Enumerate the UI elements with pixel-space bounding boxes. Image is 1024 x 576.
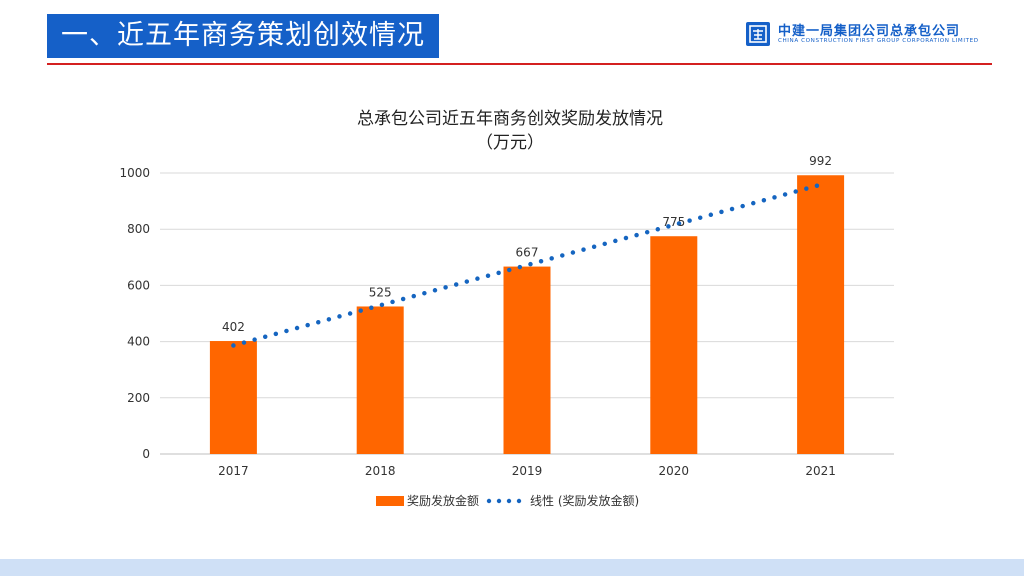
y-tick-label: 400	[127, 335, 150, 349]
chart-title: 总承包公司近五年商务创效奖励发放情况	[357, 109, 663, 129]
legend-label-bars: 奖励发放金额	[407, 493, 479, 508]
bar	[797, 175, 845, 455]
legend-label-trendline: 线性 (奖励发放金额)	[530, 493, 639, 508]
y-tick-label: 600	[127, 278, 150, 292]
footer-band	[0, 559, 1024, 576]
data-label: 992	[809, 154, 832, 168]
data-label: 775	[662, 215, 685, 229]
y-tick-label: 800	[127, 222, 150, 236]
legend-swatch-trendline	[486, 498, 522, 504]
legend-dot	[496, 498, 502, 504]
legend-dot	[516, 498, 522, 504]
company-logo-icon	[746, 22, 770, 46]
chart-title-unit: （万元）	[476, 133, 544, 153]
header-divider	[47, 63, 992, 65]
trendline	[231, 182, 823, 348]
company-name-cn: 中建一局集团公司总承包公司	[778, 24, 961, 39]
legend-swatch-bars	[376, 496, 404, 506]
bar	[209, 341, 257, 454]
y-tick-label: 200	[127, 391, 150, 405]
x-tick-label: 2019	[512, 464, 543, 478]
page-title: 一、近五年商务策划创效情况	[47, 14, 439, 58]
axes: 0 200 400 600 800 1000 2017 2018 2019 2020 2021	[119, 166, 835, 478]
trendline-series	[231, 182, 823, 348]
bar	[650, 236, 698, 454]
x-tick-label: 2020	[659, 464, 690, 478]
legend-dot	[486, 498, 492, 504]
bar	[503, 266, 551, 454]
legend-dot	[506, 498, 512, 504]
bars	[209, 175, 845, 455]
data-label: 525	[369, 285, 392, 299]
data-label: 402	[222, 320, 245, 334]
x-tick-label: 2021	[805, 464, 836, 478]
data-label: 667	[516, 246, 539, 260]
y-tick-label: 1000	[119, 166, 150, 180]
bar	[356, 306, 404, 454]
y-tick-label: 0	[142, 447, 150, 461]
company-name-en: CHINA CONSTRUCTION FIRST GROUP CORPORATI…	[778, 38, 979, 44]
x-tick-label: 2018	[365, 464, 396, 478]
x-tick-label: 2017	[218, 464, 249, 478]
data-labels: 402 525 667 775 992	[222, 154, 832, 334]
legend: 奖励发放金额 线性 (奖励发放金额)	[376, 493, 639, 508]
